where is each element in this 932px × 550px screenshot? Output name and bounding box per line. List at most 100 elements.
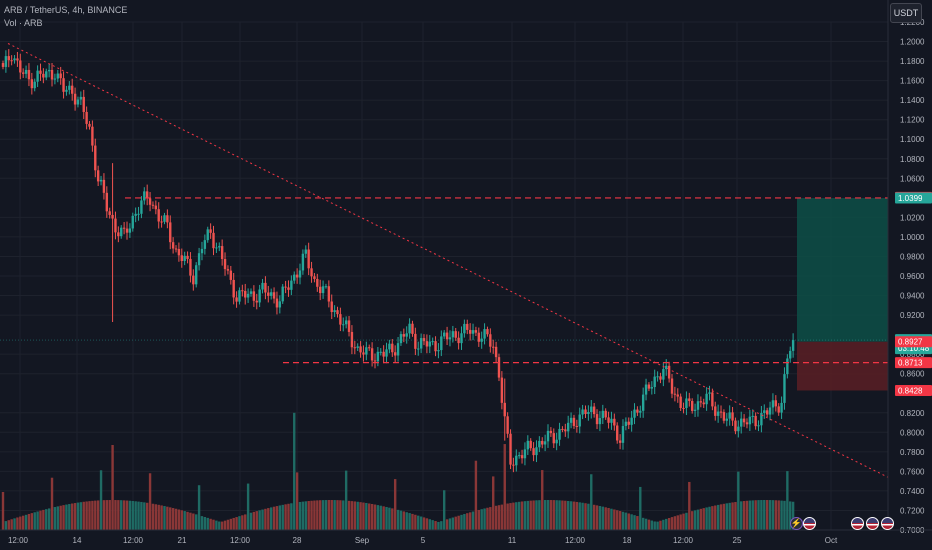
candle: [777, 406, 780, 413]
candle: [192, 275, 195, 285]
volume-bar: [592, 504, 596, 530]
volume-bar: [114, 500, 117, 530]
candle: [786, 358, 789, 375]
volume-bar: [610, 508, 613, 530]
candle: [304, 249, 307, 254]
volume-bar: [454, 516, 457, 530]
volume-bar: [682, 513, 685, 530]
volume-bar: [685, 512, 688, 530]
time-tick-label: 5: [421, 536, 426, 545]
candle: [630, 417, 633, 425]
volume-bar: [673, 516, 677, 530]
volume-bar: [598, 505, 602, 530]
price-tick-label: 1.1000: [900, 135, 925, 144]
us-flag-icon[interactable]: [866, 517, 879, 530]
candle: [284, 286, 287, 288]
candle: [558, 428, 561, 440]
volume-bar: [108, 500, 111, 530]
volume-bar: [347, 500, 351, 530]
volume-bar: [73, 503, 77, 530]
volume-bar: [523, 501, 527, 530]
candle: [295, 274, 299, 278]
volume-bar: [278, 505, 282, 530]
candle: [91, 126, 94, 146]
candle: [566, 422, 570, 432]
candle: [94, 145, 97, 171]
volume-bar: [143, 502, 146, 530]
volume-bar: [229, 518, 233, 530]
candle: [347, 320, 351, 332]
candle: [526, 440, 530, 450]
candle: [180, 255, 183, 262]
volume-bar: [791, 501, 795, 530]
volume-bar: [62, 505, 65, 530]
volume-bar: [737, 471, 740, 530]
candle: [411, 323, 414, 334]
volume-bar: [754, 500, 757, 530]
bolt-icon[interactable]: ⚡: [790, 517, 803, 530]
volume-bar: [171, 508, 175, 530]
candle: [604, 410, 607, 418]
volume-bar: [601, 506, 604, 530]
candle: [676, 394, 679, 397]
volume-bar: [783, 500, 786, 530]
candle: [555, 439, 558, 444]
volume-bar: [258, 510, 261, 530]
candle: [261, 282, 264, 290]
candle: [391, 343, 394, 353]
volume-bar: [134, 501, 137, 530]
volume-bar: [68, 504, 71, 530]
volume-bar: [16, 517, 19, 530]
volume-bar: [414, 514, 417, 530]
volume-bar: [307, 501, 310, 530]
volume-bar: [408, 513, 411, 530]
candle: [789, 350, 792, 359]
candle: [353, 347, 357, 349]
volume-bar: [639, 486, 642, 530]
volume-bar: [535, 500, 538, 530]
volume-indicator-label[interactable]: Vol · ARB: [4, 18, 43, 28]
us-flag-icon[interactable]: [851, 517, 864, 530]
volume-bar: [624, 512, 628, 530]
candle: [492, 346, 495, 348]
price-axis: [888, 0, 932, 550]
volume-bar: [304, 501, 307, 530]
candle: [471, 330, 475, 334]
currency-button[interactable]: USDT: [890, 3, 922, 23]
volume-bar: [393, 479, 397, 530]
volume-bar: [310, 500, 313, 530]
volume-bar: [125, 500, 129, 530]
us-flag-icon[interactable]: [881, 517, 894, 530]
volume-bar: [494, 505, 498, 530]
volume-bar: [581, 502, 584, 530]
volume-bar: [405, 512, 408, 530]
candle: [486, 329, 489, 335]
candle: [186, 255, 189, 259]
volume-bar: [65, 504, 68, 530]
candle: [474, 330, 478, 333]
volume-bar: [177, 509, 181, 530]
volume-bar: [244, 514, 247, 530]
volume-bar: [512, 502, 515, 530]
candle: [768, 407, 772, 415]
candle: [546, 430, 550, 442]
candle: [541, 440, 544, 445]
volume-bar: [419, 516, 423, 530]
candle: [497, 357, 501, 378]
candle: [535, 447, 538, 456]
volume-bar: [50, 477, 54, 530]
candle: [679, 396, 682, 408]
volume-bar: [316, 500, 319, 530]
volume-bar: [267, 508, 270, 530]
us-flag-icon[interactable]: [803, 517, 816, 530]
volume-bar: [789, 501, 792, 530]
volume-bar: [474, 460, 478, 530]
volume-bar: [457, 515, 460, 530]
candle: [662, 369, 665, 380]
candle: [246, 293, 250, 298]
candle: [203, 240, 207, 249]
volume-bar: [36, 511, 39, 530]
candle: [653, 376, 656, 388]
candle: [267, 292, 270, 296]
